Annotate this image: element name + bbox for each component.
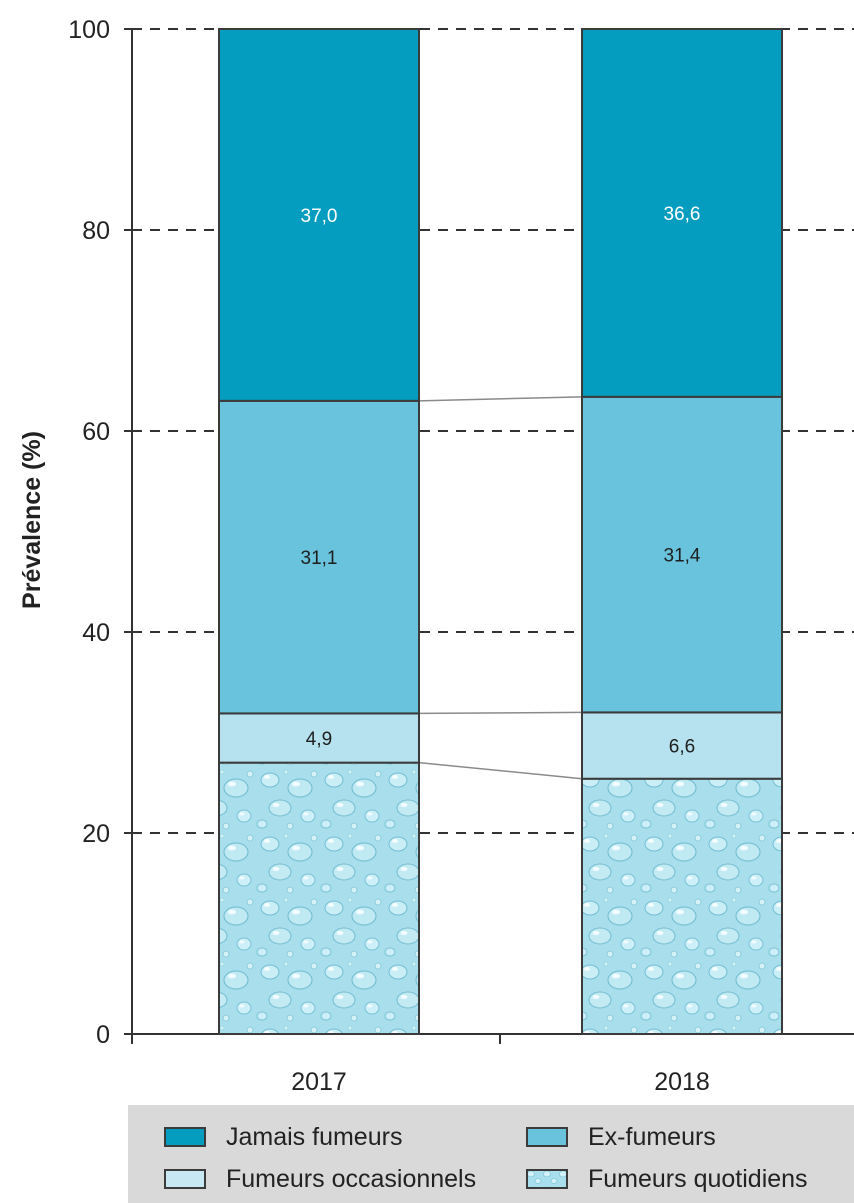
bar-segment	[218, 399, 420, 715]
legend-item-fumeurs-quotidiens: Fumeurs quotidiens	[526, 1163, 808, 1195]
data-label: 36,6	[664, 204, 701, 225]
data-label: 31,4	[664, 546, 701, 567]
connector-lines	[418, 396, 583, 780]
legend-label: Ex-fumeurs	[588, 1122, 716, 1151]
connector-line	[418, 761, 583, 780]
y-tick-label: 20	[82, 820, 110, 848]
x-tick-label: 2017	[291, 1068, 347, 1096]
x-tick-label: 2018	[654, 1068, 710, 1096]
data-label: 6,6	[669, 737, 695, 758]
bar-segment	[581, 711, 783, 780]
y-tick-label: 0	[96, 1021, 110, 1049]
connector-line	[418, 396, 583, 402]
data-label: 37,0	[301, 206, 338, 227]
bar-segment	[218, 761, 420, 1036]
legend-item-fumeurs-occasionnels: Fumeurs occasionnels	[164, 1163, 476, 1195]
connector-line	[418, 711, 583, 715]
legend-swatch-ex-fumeurs	[526, 1127, 568, 1147]
legend-item-ex-fumeurs: Ex-fumeurs	[526, 1121, 716, 1153]
legend-label: Jamais fumeurs	[226, 1122, 403, 1151]
legend-label: Fumeurs occasionnels	[226, 1164, 477, 1193]
bar-segment	[218, 28, 420, 402]
bar-segment	[581, 395, 783, 714]
legend: Jamais fumeurs Ex-fumeurs Fumeurs occasi…	[128, 1105, 854, 1203]
y-tick-label: 100	[68, 16, 110, 44]
legend-swatch-fumeurs-occasionnels	[164, 1169, 206, 1189]
y-tick-label: 80	[82, 217, 110, 245]
bar-segment	[218, 712, 420, 764]
legend-label: Fumeurs quotidiens	[588, 1164, 808, 1193]
bar-segment	[581, 777, 783, 1035]
legend-swatch-fumeurs-quotidiens	[526, 1169, 568, 1189]
y-tick-label: 60	[82, 418, 110, 446]
axes: 0 20 40 60 80 100 2017 2018	[68, 16, 854, 1096]
data-label: 4,9	[306, 729, 332, 750]
data-labels: 4,9 31,1 37,0 6,6 31,4 36,6	[301, 204, 701, 758]
legend-item-jamais-fumeurs: Jamais fumeurs	[164, 1121, 402, 1153]
bars	[218, 28, 783, 1036]
legend-swatch-jamais-fumeurs	[164, 1127, 206, 1147]
y-tick-label: 40	[82, 619, 110, 647]
data-label: 31,1	[301, 548, 338, 569]
bar-segment	[581, 28, 783, 398]
y-axis-title: Prévalence (%)	[18, 431, 46, 609]
